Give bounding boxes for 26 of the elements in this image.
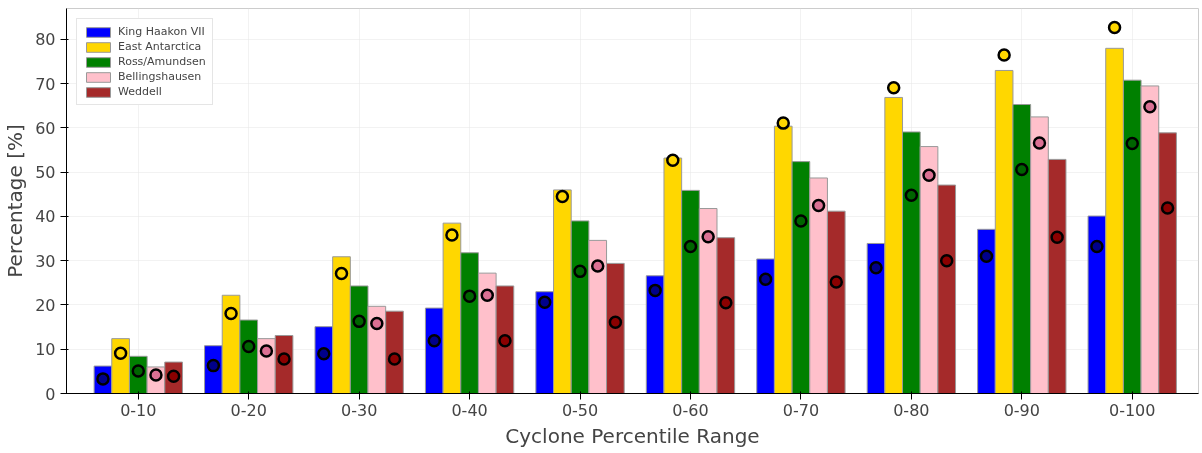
- legend-label: East Antarctica: [118, 40, 202, 53]
- x-tick-label: 0-60: [672, 400, 709, 420]
- x-axis-title: Cyclone Percentile Range: [505, 423, 760, 448]
- y-tick-label: 70: [35, 74, 56, 94]
- x-tick-label: 0-90: [1003, 400, 1040, 420]
- y-tick-label: 60: [35, 118, 56, 138]
- y-tick-label: 40: [35, 207, 56, 227]
- y-tick-label: 0: [45, 384, 56, 404]
- y-tick-label: 10: [35, 340, 56, 360]
- x-tick-label: 0-20: [230, 400, 267, 420]
- x-tick-label: 0-10: [120, 400, 157, 420]
- legend-label: Weddell: [118, 85, 162, 98]
- x-tick-label: 0-40: [451, 400, 488, 420]
- legend-label: Bellingshausen: [118, 70, 202, 83]
- legend-label: King Haakon VII: [118, 25, 205, 38]
- y-tick-label: 20: [35, 295, 56, 315]
- y-tick-label: 50: [35, 163, 56, 183]
- y-tick-label: 80: [35, 30, 56, 50]
- x-tick-label: 0-50: [561, 400, 599, 420]
- x-tick-label: 0-70: [782, 400, 820, 420]
- x-tick-label: 0-100: [1108, 400, 1156, 420]
- y-axis-title: Percentage [%]: [3, 124, 28, 278]
- legend-label: Ross/Amundsen: [118, 55, 206, 68]
- x-tick-label: 0-30: [341, 400, 378, 420]
- x-tick-label: 0-80: [893, 400, 930, 420]
- y-tick-label: 30: [35, 251, 56, 271]
